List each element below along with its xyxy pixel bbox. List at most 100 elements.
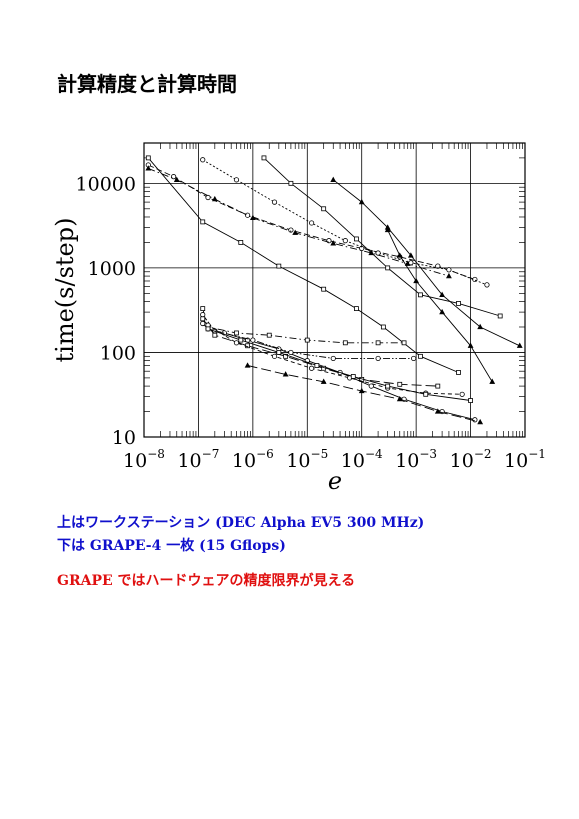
y-tick-label: 10000 [76, 173, 136, 195]
caption-grape: 下は GRAPE-4 一枚 (15 Gflops) [57, 538, 286, 554]
series-line [202, 159, 488, 286]
x-tick-label: 10−2 [450, 447, 492, 472]
data-point [288, 349, 294, 356]
data-point [350, 374, 356, 379]
data-point [200, 312, 206, 318]
data-point [397, 381, 403, 387]
data-point [375, 355, 381, 362]
data-point [308, 365, 315, 371]
data-point [288, 227, 294, 233]
series-line [387, 229, 493, 383]
data-point [456, 301, 461, 306]
x-tick-label: 10−3 [395, 447, 437, 472]
page-title: 計算精度と計算時間 [57, 72, 237, 96]
data-point [358, 387, 365, 394]
data-point [408, 260, 414, 266]
series-line [202, 318, 438, 387]
series-9 [200, 306, 407, 346]
data-point [411, 355, 417, 362]
chart-series [145, 155, 523, 425]
x-tick-label: 10−4 [341, 447, 383, 472]
data-point [359, 245, 365, 252]
data-point [200, 157, 206, 163]
series-14 [244, 362, 484, 425]
x-axis-label: e [328, 467, 342, 495]
x-tick-label: 10−6 [232, 447, 274, 472]
data-point [385, 265, 391, 271]
data-point [380, 324, 386, 330]
data-point [233, 177, 240, 183]
data-point [205, 326, 211, 332]
data-point [266, 332, 272, 338]
data-point [271, 353, 278, 359]
data-point [173, 176, 180, 182]
data-point [244, 212, 251, 218]
data-point [385, 383, 391, 389]
data-point [413, 277, 420, 284]
data-point [205, 194, 211, 201]
data-point [249, 214, 256, 221]
series-13 [205, 326, 473, 403]
data-point [211, 195, 218, 202]
y-axis-label: time(s/step) [51, 218, 79, 363]
data-point [271, 199, 278, 205]
x-tick-label: 10−8 [123, 447, 165, 472]
data-point [233, 340, 240, 346]
chart-grid [143, 143, 526, 438]
data-point [308, 220, 315, 226]
data-point [276, 350, 282, 355]
data-point [342, 340, 348, 346]
series-line [263, 157, 501, 317]
data-point [384, 226, 391, 233]
data-point [484, 282, 490, 288]
data-point [456, 370, 461, 375]
data-point [261, 155, 267, 161]
data-point [468, 398, 473, 403]
data-point [423, 391, 429, 397]
data-point [418, 353, 423, 359]
series-1 [145, 155, 461, 375]
data-point [304, 337, 310, 343]
plot-frame [143, 142, 526, 438]
series-4 [200, 157, 490, 288]
data-point [489, 378, 496, 384]
data-point [320, 378, 327, 384]
data-point [342, 238, 348, 244]
data-point [375, 250, 381, 256]
y-tick-labels: 10 100 1000 10000 [76, 173, 136, 449]
y-tick-label: 1000 [88, 258, 136, 280]
data-point [477, 323, 484, 330]
data-point [145, 165, 152, 171]
data-point [434, 408, 441, 414]
data-point [330, 355, 336, 362]
caption-grape-limit: GRAPE ではハードウェアの精度限界が見える [57, 573, 356, 589]
data-point [439, 308, 446, 315]
data-point [314, 363, 320, 368]
data-point [396, 252, 403, 258]
data-point [238, 337, 244, 343]
data-point [276, 263, 282, 269]
series-8 [200, 320, 478, 423]
data-point [375, 340, 381, 346]
data-point [321, 206, 327, 212]
series-10 [200, 312, 417, 362]
series-line [148, 168, 450, 277]
data-point [407, 252, 414, 258]
data-point [354, 236, 359, 242]
data-point [234, 330, 239, 336]
series-line [333, 179, 520, 347]
data-point [446, 272, 452, 279]
data-point [435, 263, 441, 269]
data-point [200, 316, 206, 322]
data-point [288, 180, 294, 186]
data-point [212, 332, 218, 338]
data-point [396, 395, 403, 402]
series-line [247, 365, 481, 423]
data-point [497, 313, 503, 319]
data-point [238, 240, 244, 245]
data-point [477, 418, 484, 425]
y-tick-label: 100 [100, 342, 136, 364]
data-point [200, 320, 206, 327]
data-point [435, 383, 441, 389]
